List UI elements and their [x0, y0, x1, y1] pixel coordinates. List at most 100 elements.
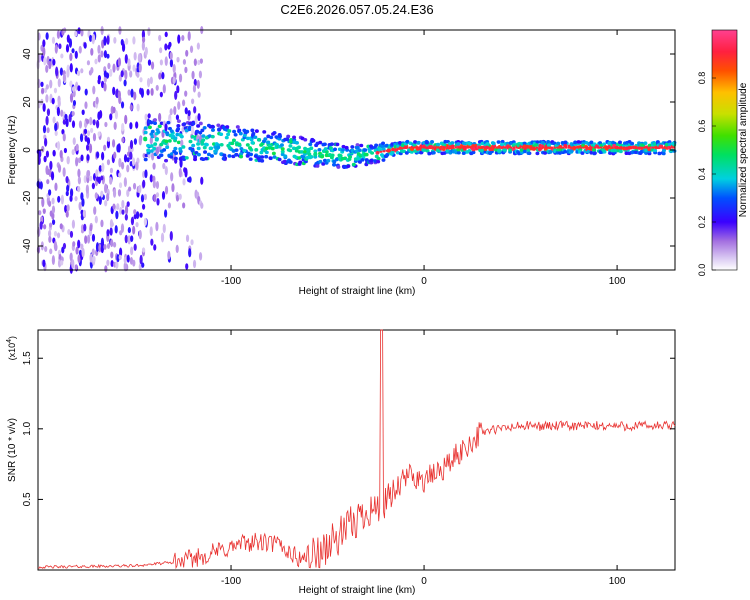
- spectrogram-cell: [569, 149, 574, 153]
- spectrogram-ridge-cell: [588, 146, 591, 149]
- spectrogram-cell: [250, 128, 255, 133]
- spectrogram-cell: [230, 141, 235, 146]
- spectrogram-cell: [142, 247, 146, 253]
- spectrogram-cell: [141, 203, 146, 210]
- spectrogram-cell: [526, 148, 531, 152]
- spectrogram-ridge-cell: [547, 146, 551, 149]
- spectrogram-cell: [129, 70, 133, 78]
- spectrogram-ridge-cell: [611, 146, 614, 149]
- spectrogram-cell: [355, 145, 360, 150]
- spectrogram-cell: [69, 252, 73, 262]
- spectrogram-cell: [193, 106, 197, 114]
- spectrogram-cell: [77, 85, 81, 92]
- spectrogram-cell: [132, 259, 136, 267]
- spectrogram-cell: [196, 42, 200, 50]
- spectrogram-ridge-cell: [582, 146, 585, 149]
- spectrogram-cell: [227, 145, 232, 150]
- spectrogram-cell: [139, 77, 143, 83]
- spectrogram-cell: [75, 143, 79, 152]
- spectrogram-cell: [198, 70, 202, 79]
- spectrogram-ridge-cell: [449, 146, 452, 149]
- spectrogram-cell: [41, 87, 45, 94]
- spectrogram-cell: [313, 152, 318, 157]
- tick-label: 100: [609, 276, 626, 287]
- spectrogram-cell: [146, 88, 150, 96]
- spectrogram-cell: [309, 155, 314, 159]
- spectrogram-cell: [63, 147, 68, 154]
- spectrogram-cell: [66, 184, 70, 193]
- spectrogram-cell: [346, 164, 351, 168]
- spectrogram-cell: [381, 147, 386, 151]
- spectrogram-cell: [57, 259, 62, 268]
- spectrogram-cell: [121, 43, 126, 52]
- spectrogram-cell: [103, 82, 107, 92]
- tick-label: -100: [221, 576, 241, 587]
- spectrogram-cell: [461, 151, 466, 156]
- spectrogram-ridge-cell: [538, 146, 542, 149]
- spectrogram-cell: [397, 140, 402, 145]
- spectrogram-cell: [436, 148, 441, 153]
- spectrogram-cell: [201, 134, 206, 138]
- spectrogram-cell: [51, 197, 55, 205]
- spectrogram-cell: [113, 121, 117, 130]
- spectrogram-cell: [61, 129, 65, 135]
- spectrogram-cell: [288, 160, 293, 164]
- spectrogram-cell: [159, 47, 163, 54]
- spectrogram-ridge-cell: [524, 146, 528, 149]
- spectrogram-cell: [135, 222, 139, 228]
- spectrogram-cell: [120, 70, 124, 78]
- spectrogram-cell: [45, 115, 49, 126]
- spectrogram-cell: [97, 131, 101, 137]
- spectrogram-cell: [42, 46, 46, 57]
- spectrogram-cell: [164, 139, 169, 144]
- spectrogram-cell: [106, 229, 110, 237]
- spectrogram-cell: [226, 132, 231, 137]
- spectrogram-cell: [490, 141, 495, 145]
- spectrogram-cell: [95, 96, 99, 105]
- spectrogram-cell: [103, 35, 107, 46]
- spectrogram-cell: [592, 151, 597, 155]
- snr-y-multiplier: (x104): [6, 336, 17, 360]
- spectrogram-cell: [384, 143, 389, 148]
- spectrogram-cell: [129, 139, 134, 150]
- spectrogram-cell: [136, 103, 140, 112]
- spectrogram-cell: [671, 141, 676, 146]
- spectrogram-cell: [56, 106, 61, 117]
- spectrogram-cell: [164, 43, 168, 51]
- spectrogram-cell: [162, 148, 167, 152]
- spectrogram-cell: [112, 86, 116, 96]
- spectrogram-cell: [511, 143, 516, 148]
- spectrogram-cell: [563, 149, 568, 154]
- spectrogram-cell: [59, 223, 63, 230]
- spectrogram-cell: [89, 116, 93, 126]
- spectrogram-cell: [336, 165, 341, 169]
- spectrogram-cell: [92, 255, 96, 263]
- spectrogram-cell: [150, 134, 155, 139]
- spectrogram-cell: [127, 227, 131, 234]
- spectrogram-cell: [401, 149, 406, 154]
- spectrogram-cell: [181, 99, 186, 107]
- spectrogram-cell: [235, 125, 240, 129]
- spectrogram-cell: [160, 232, 165, 243]
- spectrogram-cell: [59, 67, 64, 76]
- spectrogram-cell: [43, 155, 47, 163]
- spectrogram-cell: [94, 215, 98, 224]
- spectrogram-cell: [340, 147, 345, 152]
- spectrogram-cell: [109, 113, 113, 121]
- spectrogram-cell: [292, 135, 297, 140]
- spectrogram-ridge-cell: [628, 146, 632, 149]
- spectrogram-cell: [71, 120, 76, 129]
- spectrogram-cell: [149, 174, 153, 183]
- spectrogram-cell: [456, 142, 461, 146]
- spectrogram-cell: [152, 180, 156, 189]
- spectrogram-ridge-cell: [478, 146, 481, 149]
- spectrogram-cell: [133, 243, 137, 251]
- spectrogram-cell: [193, 157, 198, 162]
- spectrogram-cell: [182, 122, 187, 126]
- spectrogram-cell: [617, 140, 622, 145]
- spectrogram-ridge-cell: [637, 146, 640, 149]
- spectrogram-cell: [132, 182, 137, 190]
- spectrogram-cell: [130, 88, 134, 98]
- spectrogram-cell: [175, 244, 179, 254]
- spectrogram-cell: [164, 185, 169, 195]
